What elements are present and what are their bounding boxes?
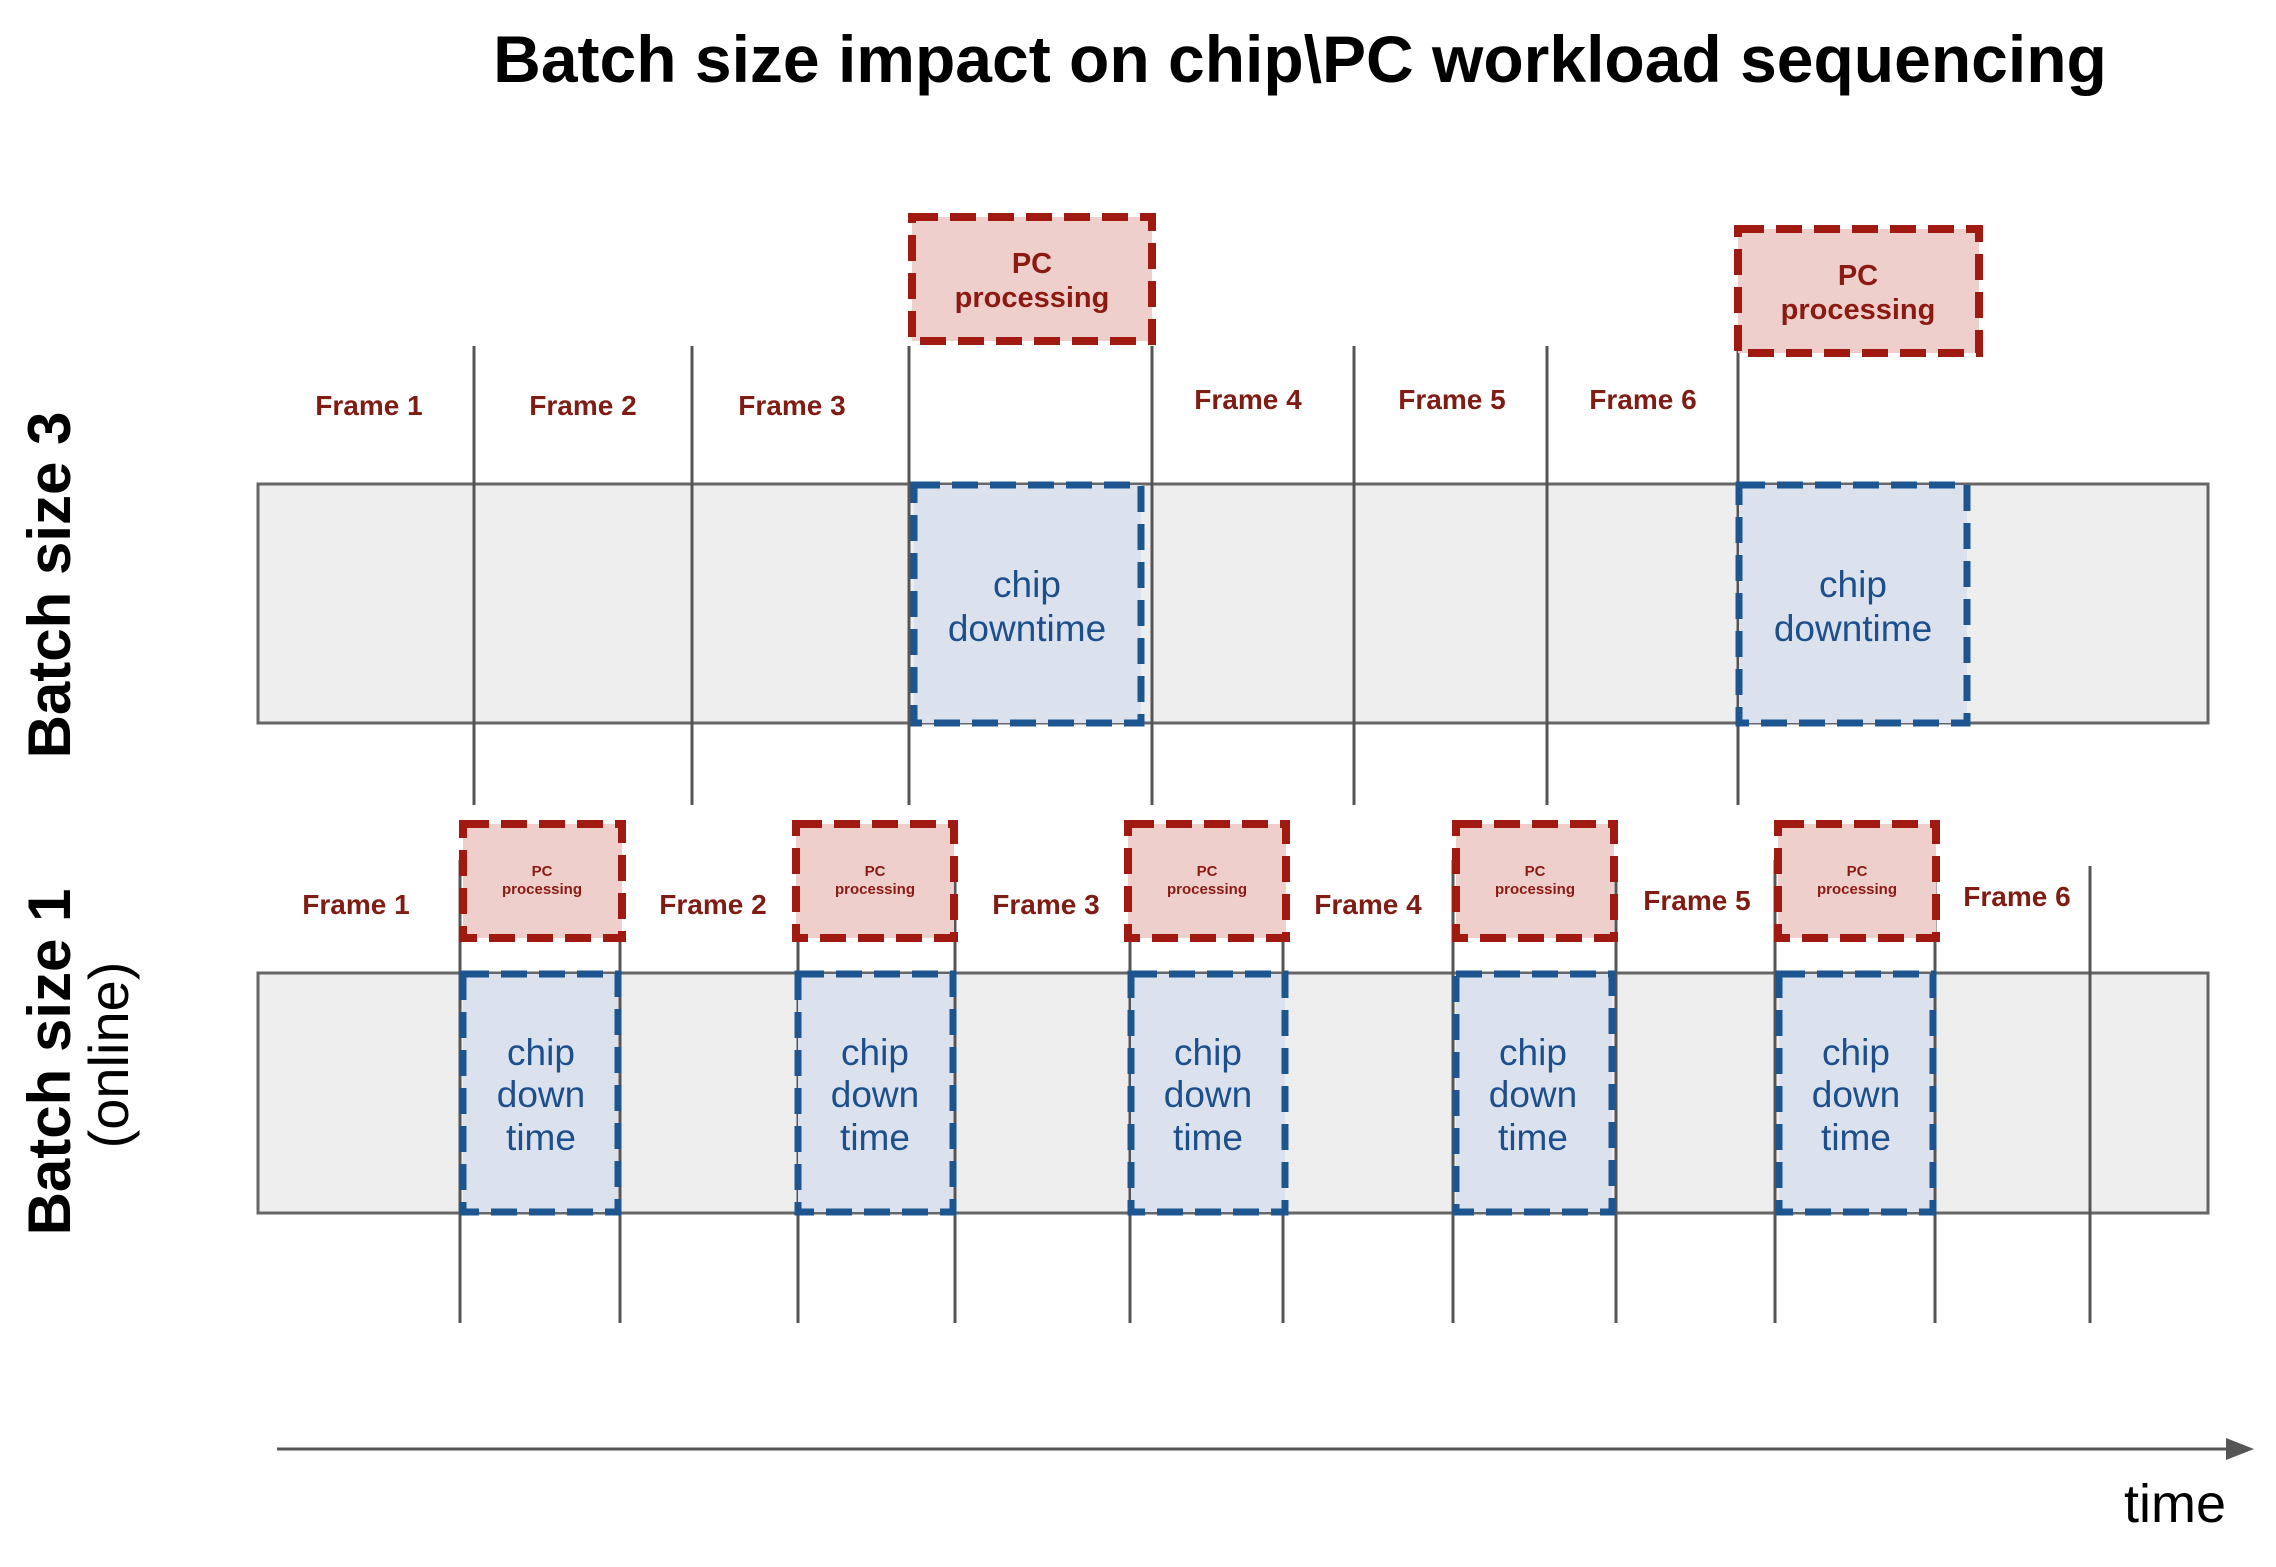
batch3-pc-processing-label: PC (1838, 260, 1878, 292)
batch1-chip-downtime-label: down (1812, 1074, 1900, 1115)
batch3-frame-label: Frame 6 (1589, 384, 1696, 415)
batch1-pc-processing-label: processing (1495, 881, 1575, 898)
batch1-chip-downtime-block (1775, 970, 1937, 1216)
batch3-pc-processing-block (908, 213, 1156, 345)
batch1-chip-downtime-label: down (1489, 1074, 1577, 1115)
batch3-frame-label: Frame 1 (315, 390, 422, 421)
batch1-pc-processing-block (459, 820, 626, 942)
time-axis-label: time (2124, 1474, 2226, 1534)
batch1-pc-processing-label: processing (1167, 881, 1247, 898)
batch1-row-label: Batch size 1 (16, 889, 83, 1236)
batch1-chip-downtime-label: time (1498, 1117, 1568, 1158)
batch3-pc-processing-label: processing (1781, 294, 1936, 326)
batch1-frame-label: Frame 2 (659, 889, 766, 920)
batch1-chip-downtime-label: down (497, 1074, 585, 1115)
batch1-pc-processing-block (792, 820, 958, 942)
batch3-row-label: Batch size 3 (16, 412, 83, 759)
batch1-chip-downtime-label: chip (841, 1032, 909, 1073)
batch3-frame-label: Frame 4 (1194, 384, 1302, 415)
batch3-pc-processing-label: PC (1012, 248, 1052, 280)
batch1-chip-downtime-label: time (840, 1117, 910, 1158)
batch1-chip-downtime-label: time (1821, 1117, 1891, 1158)
batch1-chip-downtime-label: chip (507, 1032, 575, 1073)
time-axis-arrowhead-icon (2226, 1438, 2254, 1460)
batch1-chip-downtime-label: chip (1822, 1032, 1890, 1073)
batch1-pc-processing-label: PC (865, 863, 886, 880)
batch3-frame-label: Frame 2 (529, 390, 636, 421)
batch1-chip-downtime-label: down (831, 1074, 919, 1115)
batch1-pc-processing-label: processing (502, 881, 582, 898)
batch1-frame-label: Frame 3 (992, 889, 1099, 920)
batch1-pc-processing-block (1774, 820, 1940, 942)
batch1-pc-processing-label: PC (1197, 863, 1218, 880)
batch1-pc-processing-label: processing (835, 881, 915, 898)
diagram-title: Batch size impact on chip\PC workload se… (493, 22, 2107, 96)
batch3-chip-downtime-label: downtime (1774, 608, 1932, 649)
batch3-chip-downtime-label: downtime (948, 608, 1106, 649)
batch3-pc-processing-block (1734, 225, 1983, 357)
batch1-chip-downtime-label: chip (1174, 1032, 1242, 1073)
batch3-chip-downtime-block (1735, 481, 1971, 727)
batch3-frame-label: Frame 5 (1398, 384, 1505, 415)
batch1-pc-processing-block (1124, 820, 1290, 942)
batch1-chip-downtime-block (1127, 970, 1289, 1216)
batch3-chip-downtime-block (910, 481, 1145, 727)
batch1-pc-processing-label: PC (532, 863, 553, 880)
batch1-frame-label: Frame 6 (1963, 881, 2070, 912)
batch1-chip-downtime-block (1452, 970, 1616, 1216)
batch1-chip-downtime-block (794, 970, 957, 1216)
batch3-frame-label: Frame 3 (738, 390, 845, 421)
batch1-chip-downtime-label: time (1173, 1117, 1243, 1158)
batch1-chip-downtime-label: down (1164, 1074, 1252, 1115)
batch3-chip-downtime-label: chip (1819, 564, 1887, 605)
batch1-pc-processing-label: processing (1817, 881, 1897, 898)
batch1-chip-downtime-block (459, 970, 622, 1216)
batch3-pc-processing-label: processing (955, 282, 1110, 314)
batch1-frame-label: Frame 5 (1643, 885, 1750, 916)
batch1-chip-downtime-label: chip (1499, 1032, 1567, 1073)
batch1-chip-downtime-label: time (506, 1117, 576, 1158)
batch1-row-sublabel: (online) (77, 962, 140, 1149)
batch1-frame-label: Frame 1 (302, 889, 409, 920)
batch1-pc-processing-block (1452, 820, 1618, 942)
batch1-pc-processing-label: PC (1847, 863, 1868, 880)
batch3-chip-downtime-label: chip (993, 564, 1061, 605)
batch1-frame-label: Frame 4 (1314, 889, 1422, 920)
batch1-pc-processing-label: PC (1525, 863, 1546, 880)
